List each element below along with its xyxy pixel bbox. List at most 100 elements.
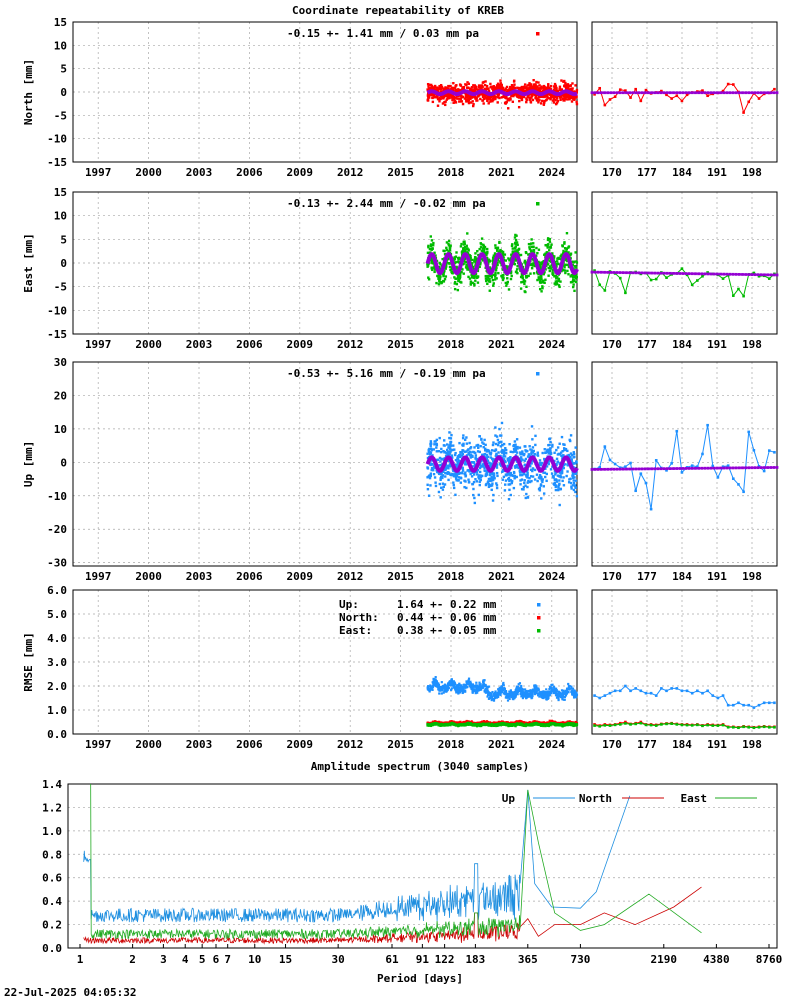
data-point xyxy=(428,476,432,480)
stats-annotation: -0.15 +- 1.41 mm / 0.03 mm pa xyxy=(287,27,479,40)
data-point xyxy=(445,241,449,244)
data-point xyxy=(472,473,476,476)
rmse-point xyxy=(476,687,479,690)
y-tick-label: 15 xyxy=(54,16,67,29)
data-point xyxy=(492,86,495,89)
data-points-up xyxy=(426,421,579,507)
data-point xyxy=(525,98,528,101)
data-point xyxy=(502,458,506,461)
rmse-point xyxy=(475,681,478,684)
x-tick-label: 2024 xyxy=(539,338,566,351)
y-tick-label: 5 xyxy=(60,63,67,76)
data-point xyxy=(516,465,519,469)
data-point xyxy=(468,97,472,101)
data-point xyxy=(504,281,507,285)
data-point xyxy=(502,450,506,454)
data-point xyxy=(541,451,544,455)
data-point xyxy=(490,475,493,479)
data-point xyxy=(494,442,498,446)
data-point xyxy=(575,91,578,94)
rmse-point xyxy=(554,690,557,694)
data-point xyxy=(450,433,453,437)
y-tick-label: 15 xyxy=(54,186,67,199)
data-point xyxy=(443,483,447,486)
zoom-point xyxy=(603,445,607,448)
data-point xyxy=(485,84,489,88)
data-point xyxy=(499,261,502,264)
zoom-x-tick-label: 184 xyxy=(672,338,692,351)
zoom-point xyxy=(624,291,627,295)
zoom-point xyxy=(762,469,766,473)
rmse-point xyxy=(505,694,508,697)
rmse-point xyxy=(545,688,548,691)
data-point xyxy=(545,465,549,468)
data-point xyxy=(448,94,451,98)
data-point xyxy=(514,238,518,242)
data-point xyxy=(556,262,560,265)
rmse-point xyxy=(521,689,524,692)
data-point xyxy=(478,435,481,438)
rmse-point xyxy=(531,689,534,692)
data-point xyxy=(575,102,579,106)
data-point xyxy=(575,275,578,279)
data-point xyxy=(534,443,537,447)
data-point xyxy=(574,251,577,254)
data-point xyxy=(558,479,561,482)
zoom-point xyxy=(701,452,704,456)
data-point xyxy=(507,107,510,110)
data-point xyxy=(481,99,484,102)
data-point xyxy=(567,245,571,248)
plot-frame xyxy=(72,361,578,567)
data-point xyxy=(566,470,569,473)
data-point xyxy=(553,483,556,487)
data-point xyxy=(426,263,429,266)
data-point xyxy=(574,446,577,449)
data-point xyxy=(512,94,515,98)
rmse-point xyxy=(561,692,564,695)
data-point xyxy=(571,280,574,284)
data-point xyxy=(511,251,515,254)
data-point xyxy=(463,479,466,482)
data-point xyxy=(473,464,476,467)
rmse-point xyxy=(518,689,521,693)
data-point xyxy=(506,277,509,280)
data-point xyxy=(540,290,543,293)
data-point xyxy=(490,465,493,468)
data-point xyxy=(563,448,566,452)
data-point xyxy=(517,96,521,99)
data-point xyxy=(442,449,445,453)
data-point xyxy=(555,97,558,100)
data-point xyxy=(575,461,578,464)
data-point xyxy=(492,284,495,287)
zoom-point xyxy=(690,283,694,287)
rmse-point xyxy=(470,684,473,688)
rmse-point xyxy=(515,687,518,690)
data-point xyxy=(447,459,450,462)
data-point xyxy=(496,96,499,99)
data-point xyxy=(473,446,476,449)
zoom-plot-frame xyxy=(591,191,778,335)
data-point xyxy=(555,262,558,266)
data-point xyxy=(535,80,538,84)
rmse-point xyxy=(564,694,568,697)
data-point xyxy=(473,501,477,505)
data-point xyxy=(519,96,523,99)
data-point xyxy=(573,96,577,99)
x-tick-label: 2021 xyxy=(488,570,515,583)
data-point xyxy=(450,94,453,97)
data-point xyxy=(461,449,464,452)
rmse-point xyxy=(458,691,462,694)
data-point xyxy=(515,446,519,449)
data-point xyxy=(555,448,558,452)
data-point xyxy=(537,276,541,279)
data-point xyxy=(438,265,441,269)
zoom-point xyxy=(593,269,596,272)
zoom-point xyxy=(742,490,745,494)
zoom-point xyxy=(757,97,761,100)
data-point xyxy=(428,447,431,451)
data-point xyxy=(514,443,517,446)
data-point xyxy=(449,437,453,440)
data-point xyxy=(494,275,497,278)
data-point xyxy=(514,241,518,244)
data-point xyxy=(495,486,499,490)
